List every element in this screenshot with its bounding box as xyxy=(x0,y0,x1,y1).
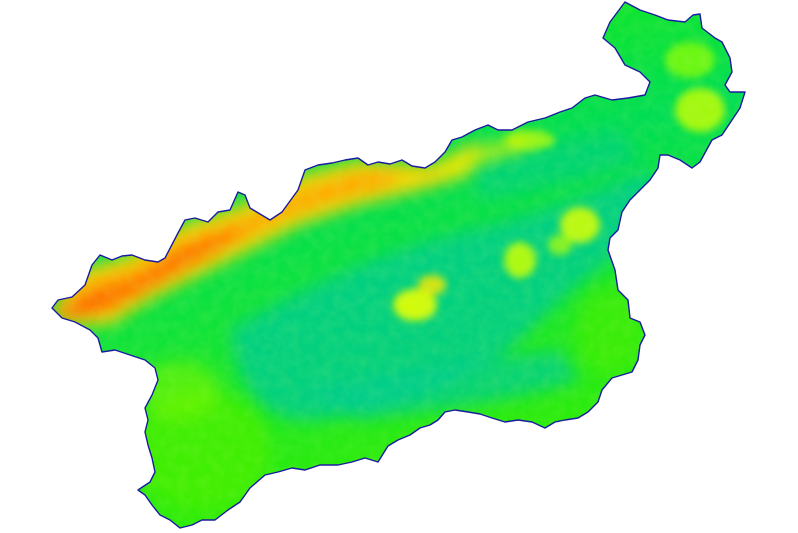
region-boundary xyxy=(51,1,746,529)
